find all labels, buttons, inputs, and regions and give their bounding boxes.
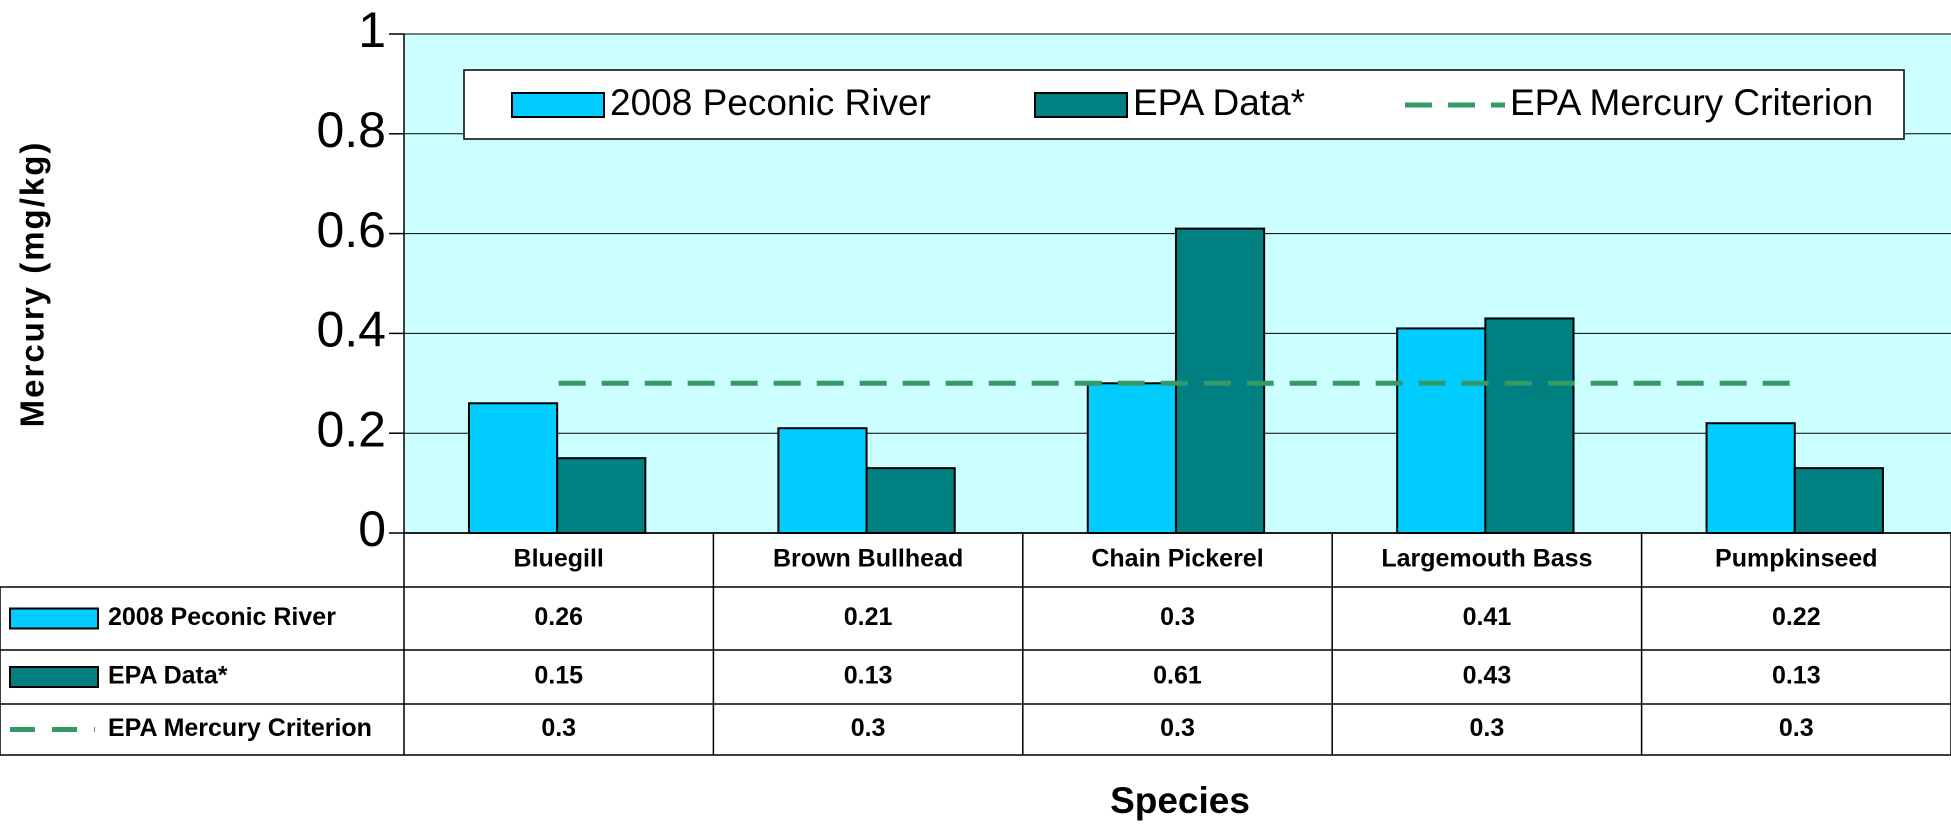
legend-label: 2008 Peconic River [610,82,931,123]
bar [556,457,647,534]
y-tick-label: 0.6 [316,202,386,258]
table-value: 0.3 [1470,714,1505,742]
table-value: 0.21 [844,603,893,631]
legend-box [463,69,1905,140]
legend-key [511,92,605,118]
table-value: 0.43 [1463,662,1512,690]
table-value: 0.26 [534,603,583,631]
y-tick-label: 0 [358,501,386,557]
table-legend-key [9,607,99,630]
table-value: 0.3 [1779,714,1814,742]
table-value: 0.3 [851,714,886,742]
table-value: 0.41 [1463,603,1512,631]
x-tick-label: Largemouth Bass [1381,545,1592,573]
table-row-label: EPA Data* [108,662,228,690]
y-axis-label: Mercury (mg/kg) [14,141,51,428]
table-value: 0.15 [534,662,583,690]
bar [1396,327,1487,534]
x-axis-label: Species [1110,780,1250,821]
x-tick-label: Chain Pickerel [1091,545,1263,573]
x-tick-label: Pumpkinseed [1715,545,1878,573]
table-value: 0.3 [1160,714,1195,742]
bar [777,427,868,534]
bar [1705,422,1796,534]
bar [467,402,559,535]
legend-key [1034,92,1128,118]
table-legend-key [9,666,99,688]
bar [1484,317,1575,534]
x-tick-label: Bluegill [514,545,604,573]
y-tick-label: 0.8 [316,102,386,158]
y-tick-label: 0.2 [316,401,386,457]
table-value: 0.3 [541,714,576,742]
bar [865,467,956,535]
table-value: 0.13 [844,662,893,690]
y-tick-label: 1 [358,2,386,58]
legend-label: EPA Data* [1133,82,1305,123]
x-tick-label: Brown Bullhead [773,545,963,573]
table-value: 0.61 [1153,662,1202,690]
table-value: 0.13 [1772,662,1821,690]
table-value: 0.3 [1160,603,1195,631]
legend-label: EPA Mercury Criterion [1510,82,1873,123]
bar [1086,382,1177,534]
table-value: 0.22 [1772,603,1821,631]
bar [1793,467,1884,535]
table-row-label: EPA Mercury Criterion [108,714,372,742]
y-tick-label: 0.4 [316,302,386,358]
table-row-label: 2008 Peconic River [108,603,336,631]
